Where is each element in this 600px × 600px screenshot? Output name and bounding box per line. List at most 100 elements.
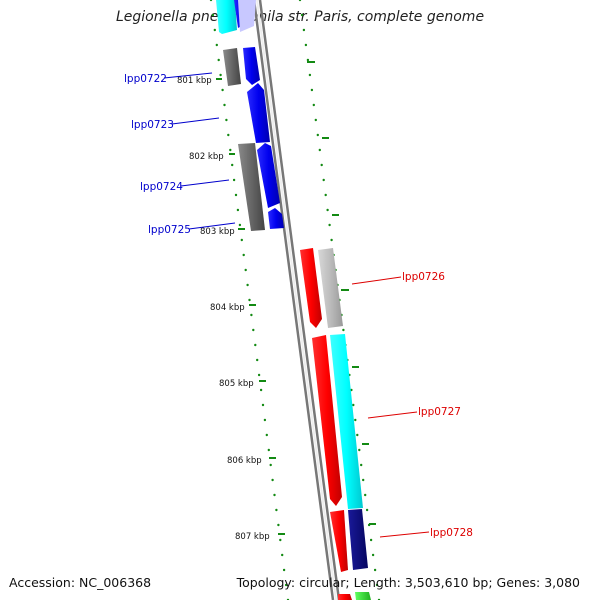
- ruler-dot: [322, 178, 325, 182]
- kbp-label-806: 806 kbp: [227, 456, 262, 466]
- ruler-dot: [250, 313, 253, 317]
- kbp-ruler: 801 kbp 802 kbp 803 kbp 804 kbp 805 kbp …: [177, 76, 285, 542]
- ruler-dot: [227, 133, 230, 137]
- ruler-dot: [219, 73, 222, 77]
- ruler-dot: [254, 343, 257, 347]
- ruler-dot: [234, 193, 238, 197]
- gene-label-lpp0723: lpp0723: [131, 119, 174, 131]
- ruler-dot: [354, 418, 357, 422]
- cds-lpp0727: [312, 335, 342, 506]
- ruler-dot: [306, 58, 310, 62]
- feature-gray-lpp0722: [223, 48, 241, 86]
- kbp-label-807: 807 kbp: [235, 532, 270, 542]
- ruler-dot: [269, 463, 272, 467]
- kbp-label-803: 803 kbp: [200, 227, 235, 237]
- gene-label-lpp0722: lpp0722: [124, 73, 167, 85]
- ruler-dot: [244, 268, 247, 272]
- gene-label-lpp0727: lpp0727: [418, 406, 461, 418]
- ruler-dot: [279, 538, 282, 542]
- ruler-dot: [308, 73, 312, 77]
- ruler-dot: [284, 583, 288, 587]
- gene-label-lpp0725: lpp0725: [148, 224, 191, 236]
- feature-red-bottom: [338, 594, 352, 600]
- feature-lightblue-top: [238, 0, 256, 32]
- ruler-dot: [259, 388, 263, 392]
- ruler-dot: [364, 493, 367, 497]
- kbp-label-805: 805 kbp: [219, 379, 254, 389]
- ruler-dot: [318, 148, 321, 152]
- ruler-dot: [328, 223, 331, 227]
- ruler-dot: [282, 568, 286, 572]
- ruler-dot: [232, 178, 236, 182]
- ruler-dot: [373, 568, 377, 572]
- feature-cyan-top: [216, 0, 237, 34]
- ruler-dot: [267, 448, 270, 452]
- ruler-dot: [316, 133, 319, 137]
- ruler-dot: [330, 238, 333, 242]
- ruler-dot: [215, 43, 218, 47]
- ruler-dot: [229, 148, 232, 152]
- kbp-label-802: 802 kbp: [189, 152, 224, 162]
- ruler-dot: [231, 163, 234, 167]
- ruler-dot: [236, 208, 240, 212]
- kbp-label-801: 801 kbp: [177, 76, 212, 86]
- ruler-dot: [371, 553, 375, 557]
- ruler-dot: [275, 508, 278, 512]
- ruler-dot: [271, 478, 274, 482]
- ruler-dot: [263, 418, 267, 422]
- feature-green-bottom: [355, 592, 371, 600]
- ruler-dot: [225, 118, 228, 122]
- ruler-dot: [242, 253, 245, 257]
- cds-lpp0728: [330, 510, 348, 572]
- feature-gray-lpp0724: [238, 143, 265, 231]
- ruler-dot: [314, 118, 317, 122]
- ruler-dot: [365, 508, 369, 512]
- ruler-dot: [304, 43, 308, 47]
- map-title: Legionella pneumophila str. Paris, compl…: [115, 9, 485, 25]
- ruler-dot: [246, 283, 249, 287]
- ruler-dot: [310, 88, 314, 92]
- ruler-dot: [221, 88, 224, 92]
- cds-lpp0725: [268, 208, 284, 229]
- ruler-dot: [223, 103, 226, 107]
- ruler-dot: [362, 478, 365, 482]
- ruler-dot: [257, 373, 261, 377]
- ruler-dot: [324, 193, 327, 197]
- ruler-dot: [356, 433, 359, 437]
- ruler-dot: [248, 298, 251, 302]
- ruler-dot: [211, 13, 215, 17]
- forward-strand-features: [300, 248, 371, 600]
- ruler-dot: [209, 0, 213, 2]
- kbp-label-804: 804 kbp: [210, 303, 245, 313]
- gene-labels: lpp0722 lpp0723 lpp0724 lpp0725 lpp0726 …: [124, 72, 473, 539]
- gene-label-lpp0726: lpp0726: [402, 271, 445, 283]
- cds-lpp0726: [300, 248, 322, 328]
- ruler-dot: [352, 403, 355, 407]
- ruler-dot: [298, 0, 302, 2]
- ruler-dot: [213, 28, 216, 32]
- cds-lpp0723: [247, 83, 270, 143]
- cds-lpp0724: [257, 143, 280, 208]
- ruler-dot: [238, 223, 242, 227]
- ruler-dot: [240, 238, 243, 242]
- feature-navy-lpp0728: [348, 509, 368, 570]
- gene-label-lpp0724: lpp0724: [140, 181, 183, 193]
- accession-text: Accession: NC_006368: [9, 575, 152, 590]
- cds-lpp0722: [243, 47, 260, 85]
- ruler-dot: [256, 358, 259, 362]
- ruler-dot: [312, 103, 315, 107]
- right-ruler-dashes: [307, 61, 376, 525]
- ruler-dot: [300, 13, 304, 17]
- ruler-dot: [342, 328, 345, 332]
- feature-gray-lpp0726: [318, 248, 343, 328]
- ruler-dot: [326, 208, 329, 212]
- ruler-dot: [277, 523, 280, 527]
- ruler-dot: [369, 538, 373, 542]
- genome-backbone: [252, 0, 341, 600]
- ruler-dot: [320, 163, 323, 167]
- ruler-dots-left: [209, 0, 290, 600]
- ruler-dot: [261, 403, 265, 407]
- genome-summary-text: Topology: circular; Length: 3,503,610 bp…: [236, 575, 580, 590]
- ruler-dot: [302, 28, 306, 32]
